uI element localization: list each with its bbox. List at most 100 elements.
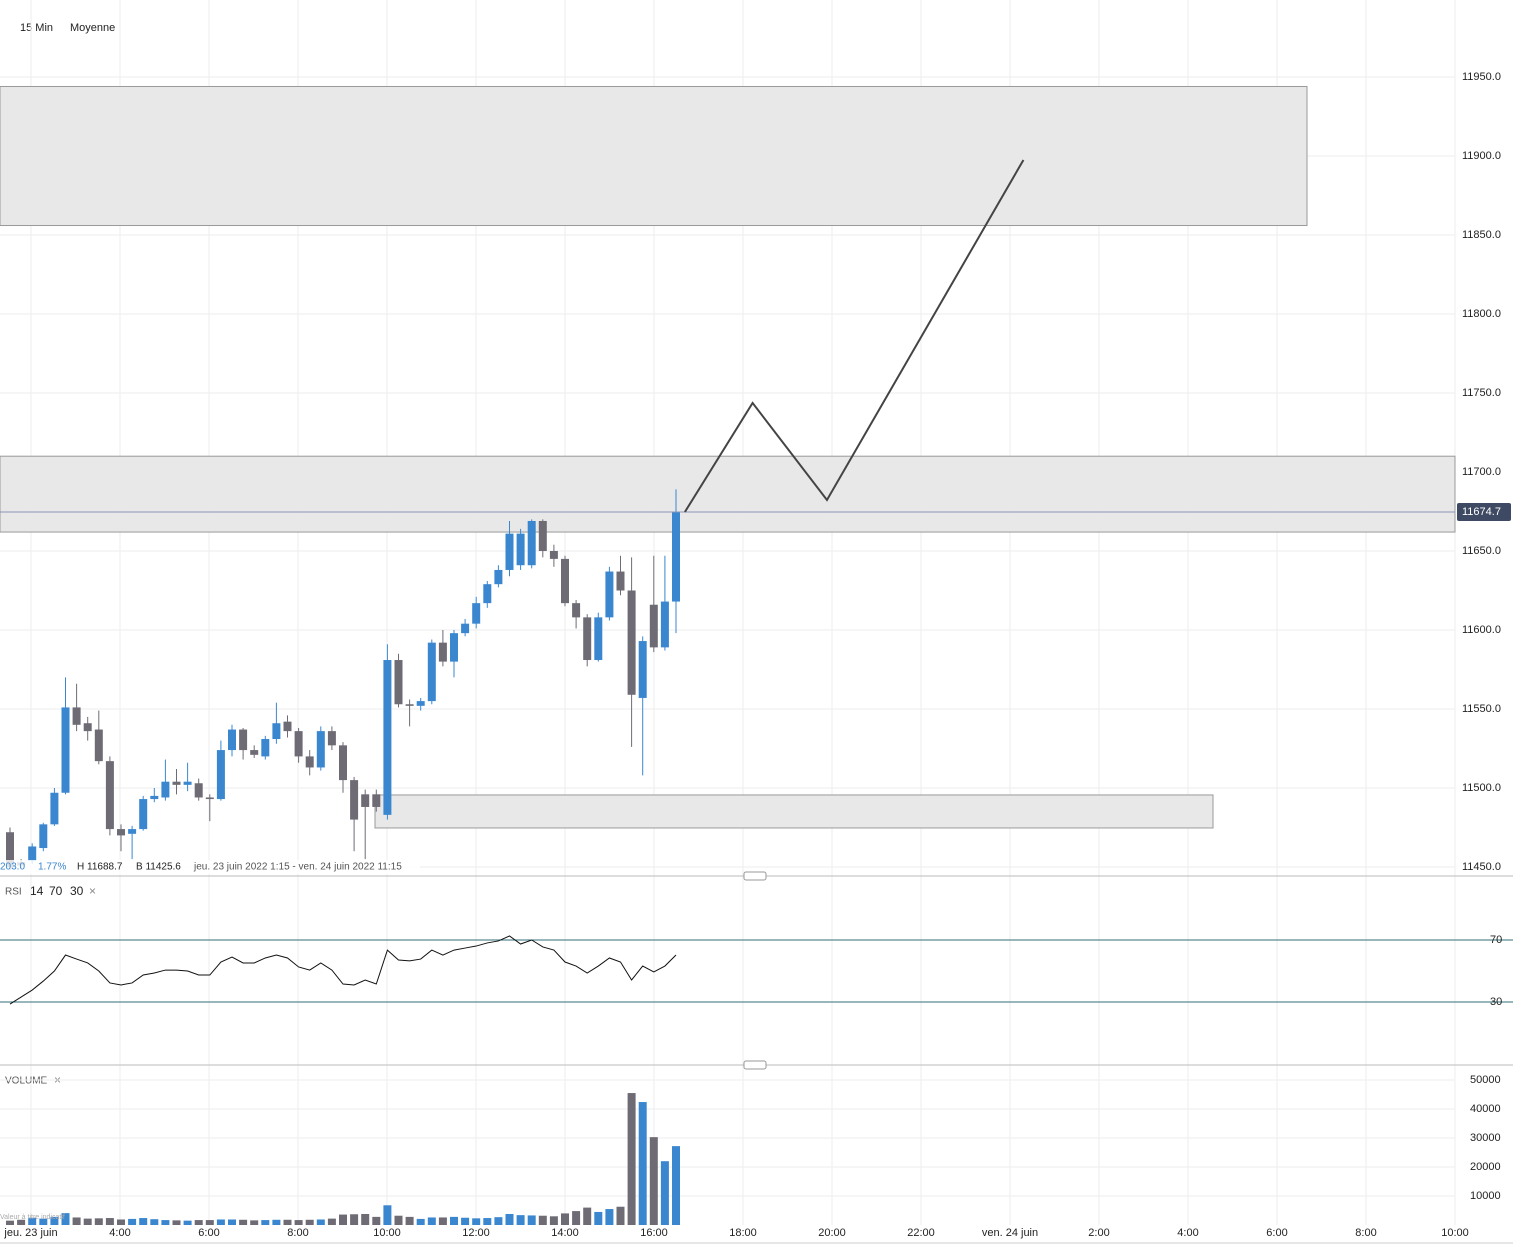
candle-body: [105, 761, 114, 830]
zone: [0, 85, 1308, 227]
y-tick-label: 11700.0: [1462, 466, 1501, 478]
volume-bar: [561, 1213, 569, 1225]
candle-body: [216, 750, 225, 800]
pane-handle[interactable]: [743, 1060, 767, 1070]
volume-bar: [272, 1219, 281, 1225]
volume-bar: [583, 1207, 592, 1225]
volume-bar: [427, 1217, 436, 1225]
volume-bar: [28, 1217, 37, 1225]
volume-bar: [294, 1220, 303, 1225]
pane-handle[interactable]: [743, 871, 767, 881]
volume-bar: [549, 1216, 558, 1225]
volume-bar: [216, 1219, 225, 1225]
volume-bar: [649, 1137, 658, 1225]
candle-body: [94, 729, 103, 762]
disclaimer: Valeur à titre indicatif: [0, 1214, 65, 1221]
info-percent: 1.77%: [38, 862, 66, 873]
volume-bar: [383, 1205, 392, 1225]
candle-body: [283, 721, 292, 732]
y-tick-label: 11500.0: [1462, 782, 1501, 794]
zone: [374, 794, 1214, 829]
interval[interactable]: 15 Min: [20, 22, 53, 34]
x-tick-label: 14:00: [551, 1227, 579, 1239]
volume-bar: [250, 1220, 259, 1225]
volume-bar: [494, 1217, 503, 1225]
y-tick-label: 11850.0: [1462, 229, 1501, 241]
candle-body: [472, 603, 481, 624]
rsi-tick-label: 70: [1490, 934, 1502, 946]
candle-body: [361, 794, 370, 807]
candle-body: [305, 756, 314, 768]
candle-body: [28, 846, 37, 861]
volume-bar: [94, 1218, 103, 1225]
volume-bar: [72, 1217, 81, 1225]
candle-body: [61, 707, 70, 793]
volume-bar: [616, 1206, 625, 1225]
volume-bar: [450, 1216, 458, 1225]
close-icon[interactable]: ×: [89, 884, 96, 898]
candle-body: [383, 660, 392, 815]
volume-bar: [150, 1219, 159, 1225]
y-tick-label: 11600.0: [1462, 624, 1501, 636]
candle-body: [39, 824, 48, 849]
volume-tick-label: 30000: [1470, 1132, 1501, 1144]
volume-tick-label: 20000: [1470, 1161, 1501, 1173]
x-tick-label: ven. 24 juin: [982, 1227, 1038, 1239]
volume-bar: [172, 1220, 181, 1225]
y-tick-label: 11650.0: [1462, 545, 1501, 557]
candle-body: [117, 829, 125, 836]
info-range: jeu. 23 juin 2022 1:15 - ven. 24 juin 20…: [193, 862, 402, 873]
candle-body: [616, 571, 625, 591]
x-tick-label: 18:00: [729, 1227, 757, 1239]
volume-bar: [627, 1093, 636, 1225]
volume-bar: [461, 1217, 470, 1225]
volume-bar: [605, 1209, 614, 1225]
price-tag: [1457, 502, 1511, 521]
volume-bar: [139, 1218, 148, 1225]
candle-body: [549, 551, 558, 559]
candle-body: [372, 794, 381, 807]
candle-body: [494, 569, 503, 585]
volume-bar: [405, 1216, 414, 1225]
volume-bar: [538, 1215, 547, 1225]
chart-mode[interactable]: Moyenne: [70, 22, 115, 34]
volume-bar: [527, 1215, 536, 1225]
volume-bar: [17, 1219, 26, 1225]
volume-bar: [372, 1216, 381, 1225]
candle-body: [572, 603, 581, 618]
zone: [0, 455, 1456, 533]
volume-bar: [194, 1220, 203, 1225]
volume-bar: [283, 1219, 292, 1225]
candle-body: [561, 558, 569, 604]
candle-body: [527, 520, 536, 566]
volume-bar: [6, 1220, 14, 1225]
rsi-tick-label: 30: [1490, 996, 1502, 1008]
volume-bar: [183, 1220, 192, 1225]
rsi-upper: 70: [49, 884, 63, 898]
volume-bar: [39, 1218, 48, 1225]
volume-bar: [594, 1211, 603, 1225]
candle-body: [239, 729, 248, 751]
volume-bar: [128, 1218, 137, 1225]
volume-bar: [516, 1215, 525, 1225]
volume-bar: [361, 1213, 370, 1225]
volume-bar: [350, 1214, 359, 1225]
volume-bar: [50, 1216, 59, 1225]
x-tick-label: 8:00: [287, 1227, 308, 1239]
candle-body: [316, 731, 325, 768]
candle-body: [183, 781, 192, 785]
candle-body: [339, 745, 347, 781]
candle-body: [327, 731, 336, 746]
volume-bar: [572, 1211, 581, 1225]
volume-bar: [205, 1220, 214, 1225]
volume-bar: [305, 1219, 314, 1225]
candle-body: [161, 781, 170, 798]
volume-bar: [672, 1146, 680, 1225]
volume-tick-label: 10000: [1470, 1190, 1501, 1202]
volume-tick-label: 40000: [1470, 1103, 1501, 1115]
candle-body: [450, 633, 458, 662]
x-tick-label: 8:00: [1355, 1227, 1376, 1239]
volume-bar: [316, 1219, 325, 1225]
volume-bar: [438, 1217, 447, 1225]
candle-body: [627, 590, 636, 695]
